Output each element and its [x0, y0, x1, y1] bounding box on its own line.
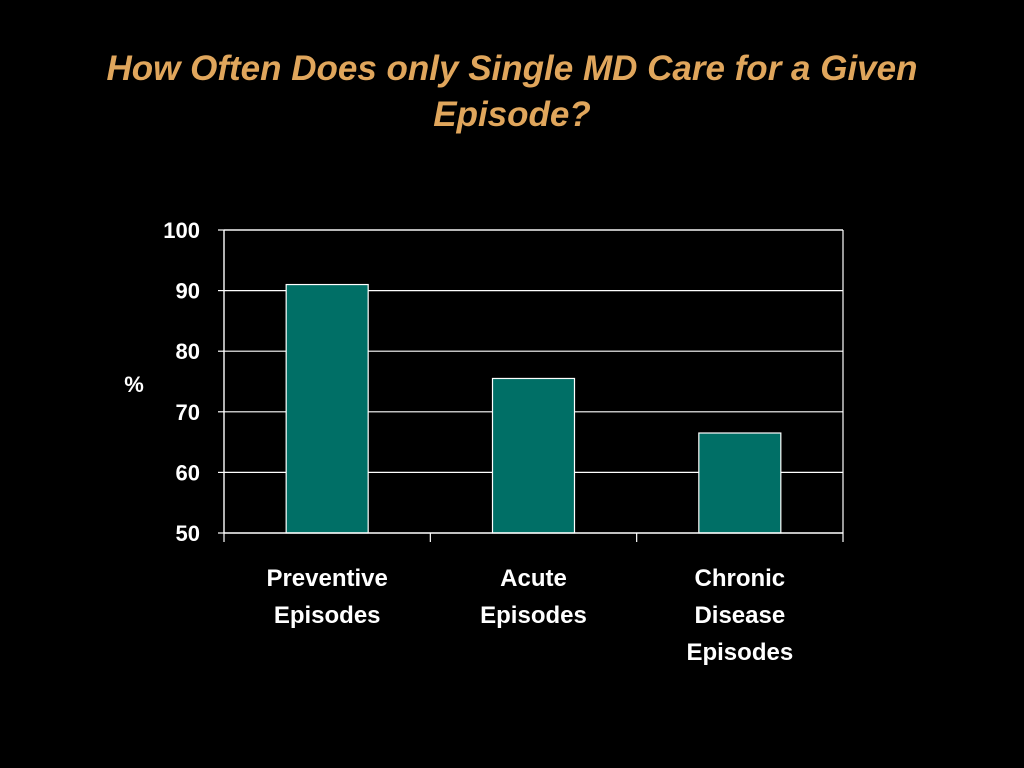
x-category-labels: Preventive Episodes Acute Episodes Chronic Di… [266, 565, 793, 666]
y-axis-label: % [124, 372, 144, 397]
axes [218, 229, 844, 542]
slide-title: How Often Does only Single MD Care for a… [106, 49, 918, 134]
y-tick-labels: 50 60 70 80 90 100 [163, 218, 200, 546]
bar [491, 377, 576, 534]
y-tick-label: 70 [176, 400, 200, 425]
y-tick-label: 90 [176, 279, 200, 304]
y-tick-label: 50 [176, 521, 200, 546]
bars [285, 283, 782, 534]
x-category-label: Acute Episodes [480, 565, 587, 629]
y-tick-label: 100 [163, 218, 200, 243]
y-tick-label: 60 [176, 460, 200, 485]
x-category-label: Preventive Episodes [266, 565, 387, 629]
bar [698, 432, 782, 534]
x-category-label: Chronic Disease Episodes [686, 565, 793, 666]
y-tick-label: 80 [176, 339, 200, 364]
bar [285, 283, 369, 534]
